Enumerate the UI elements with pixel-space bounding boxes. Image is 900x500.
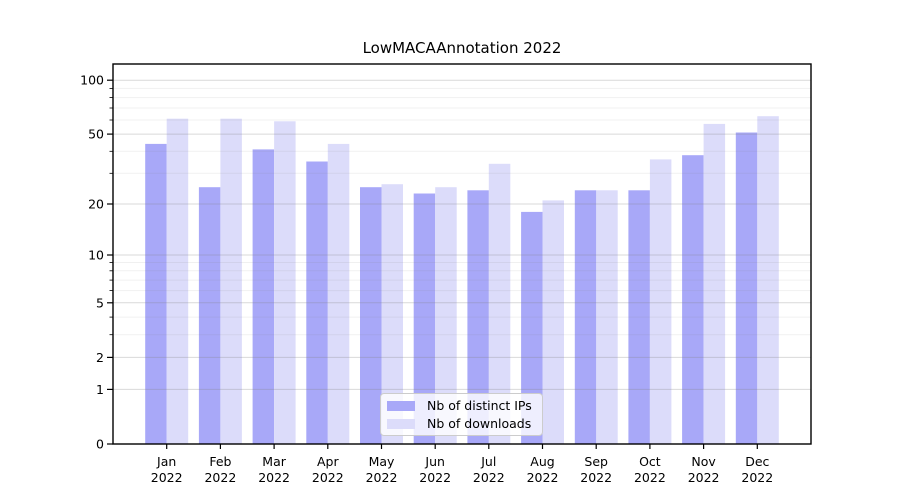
chart-title: LowMACAAnnotation 2022 (363, 39, 562, 57)
bar-downloads-mar (274, 121, 296, 445)
x-tick-label-aug: Aug 2022 (527, 454, 559, 485)
bars-group (145, 116, 779, 445)
legend-swatch-distinct-ips (387, 400, 415, 411)
bar-downloads-sep (596, 190, 618, 444)
bar-ips-dec (735, 132, 758, 444)
bar-ips-may (360, 187, 382, 444)
x-tick-label-jun: Jun 2022 (419, 454, 451, 485)
x-tick-label-dec: Dec 2022 (741, 454, 773, 485)
y-tick-label-0: 0 (96, 437, 104, 452)
bar-downloads-jun (435, 187, 457, 444)
axis-ticks (107, 79, 758, 449)
bar-ips-jun (413, 193, 436, 444)
legend: Nb of distinct IPs Nb of downloads (380, 393, 543, 436)
x-tick-label-feb: Feb 2022 (204, 454, 236, 485)
x-tick-label-mar: Mar 2022 (258, 454, 290, 485)
y-tick-label-10: 10 (88, 248, 104, 263)
bar-ips-aug (521, 211, 543, 444)
bar-ips-jan (145, 143, 167, 444)
y-tick-label-2: 2 (96, 350, 104, 365)
minor-gridlines (113, 87, 811, 336)
legend-label-distinct-ips: Nb of distinct IPs (427, 398, 532, 413)
y-tick-label-100: 100 (80, 73, 104, 88)
bar-downloads-apr (327, 143, 350, 444)
x-tick-label-sep: Sep 2022 (580, 454, 612, 485)
bar-ips-jul (467, 190, 489, 444)
bar-downloads-aug (542, 200, 564, 444)
y-tick-labels: 0 1 2 5 10 20 50 100 (80, 73, 104, 452)
legend-entry-downloads: Nb of downloads (387, 416, 534, 431)
bar-downloads-feb (220, 118, 242, 444)
bar-ips-mar (252, 149, 275, 444)
bar-downloads-oct (649, 159, 672, 444)
legend-swatch-downloads (387, 418, 415, 429)
plot-border (112, 63, 812, 445)
x-tick-label-nov: Nov 2022 (688, 454, 720, 485)
y-tick-label-50: 50 (88, 127, 104, 142)
bar-ips-apr (306, 161, 328, 444)
x-tick-labels: Jan 2022 Feb 2022 Mar 2022 Apr 2022 May 2022 Jun 20… (151, 454, 773, 485)
x-tick-label-may: May 2022 (366, 454, 398, 485)
bar-downloads-dec (757, 116, 779, 444)
x-tick-label-jul: Jul 2022 (473, 454, 505, 485)
y-tick-label-20: 20 (88, 197, 104, 212)
bar-ips-sep (574, 190, 597, 444)
x-tick-label-oct: Oct 2022 (634, 454, 666, 485)
x-tick-label-apr: Apr 2022 (312, 454, 344, 485)
bar-ips-oct (628, 190, 650, 444)
bar-downloads-jul (488, 163, 511, 445)
bar-downloads-may (381, 184, 403, 444)
y-tick-label-5: 5 (96, 295, 104, 310)
legend-label-downloads: Nb of downloads (427, 416, 532, 431)
legend-entry-distinct-ips: Nb of distinct IPs (387, 398, 534, 413)
major-gridlines (113, 79, 811, 390)
y-tick-label-1: 1 (96, 382, 104, 397)
bar-ips-nov (682, 155, 704, 444)
bar-ips-feb (198, 187, 221, 444)
bar-downloads-nov (703, 123, 726, 445)
bar-downloads-jan (166, 118, 189, 444)
x-tick-label-jan: Jan 2022 (151, 454, 183, 485)
